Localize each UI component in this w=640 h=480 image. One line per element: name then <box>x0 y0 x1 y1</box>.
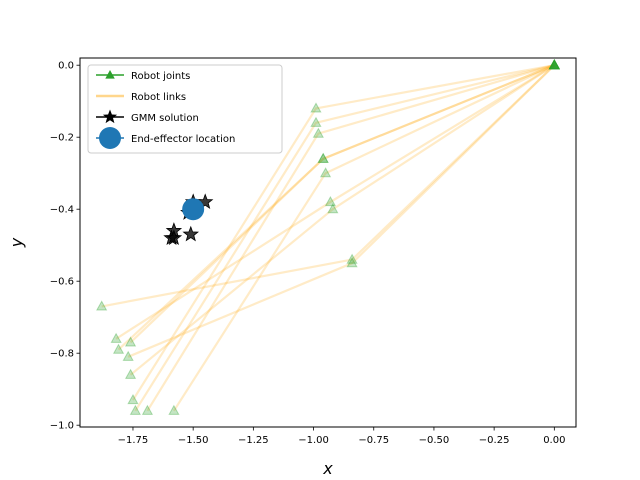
robot-link-10 <box>127 64 556 358</box>
robot-joint-3-2 <box>141 404 154 415</box>
legend-joints-marker <box>105 70 115 79</box>
robot-link-2 <box>134 64 555 412</box>
end-effector-layer <box>182 198 205 221</box>
robot-joint-1-1 <box>310 102 322 113</box>
robot-link-8 <box>129 64 555 376</box>
x-tick-label: −1.75 <box>118 435 149 446</box>
robot-joint-6-1 <box>319 167 332 178</box>
robot-links-layer <box>101 64 556 412</box>
robot-joint-6-0 <box>548 59 560 70</box>
robot-link-9 <box>101 64 556 308</box>
robot-joint-9-1 <box>346 253 358 264</box>
robot-joint-1-2 <box>127 393 139 405</box>
legend-label: Robot links <box>131 92 186 103</box>
robot-link-7 <box>115 64 555 340</box>
robot-joint-7-0 <box>548 59 560 70</box>
robot-joint-7-1 <box>324 195 337 207</box>
gmm-solution-point-7 <box>163 229 180 246</box>
robot-joint-10-1 <box>346 257 358 268</box>
y-tick-label: −0.4 <box>50 205 74 216</box>
robot-link-6 <box>172 64 555 412</box>
robot-joints-layer <box>96 59 560 415</box>
robot-joint-2-1 <box>310 116 322 127</box>
y-tick-label: −0.6 <box>50 277 74 288</box>
robot-joint-9-0 <box>548 59 560 70</box>
robot-link-3 <box>146 64 555 412</box>
robot-link-5 <box>117 64 555 351</box>
robot-joint-4-1 <box>317 152 329 163</box>
robot-joint-5-1 <box>317 152 329 163</box>
x-tick-label: −1.25 <box>238 435 269 446</box>
end-effector-marker <box>182 198 205 221</box>
robot-joint-10-0 <box>548 59 560 70</box>
legend-label: End-effector location <box>131 134 235 145</box>
robot-joint-5-2 <box>112 343 125 354</box>
robot-joint-9-2 <box>96 300 108 311</box>
legend-label: Robot joints <box>131 71 190 82</box>
robot-joint-10-2 <box>122 350 134 361</box>
y-axis-label: y <box>7 237 26 248</box>
robot-link-4 <box>129 64 555 344</box>
robot-joint-4-2 <box>124 336 137 347</box>
legend-ee-marker <box>99 127 121 149</box>
robot-joint-1-0 <box>548 59 560 70</box>
y-tick-label: −1.0 <box>50 421 74 432</box>
robot-joint-7-2 <box>110 332 122 343</box>
robot-joint-4-0 <box>548 59 560 70</box>
robot-joint-6-2 <box>168 404 180 415</box>
robot-joint-8-1 <box>327 203 339 214</box>
robot-joint-2-2 <box>129 404 141 415</box>
x-tick-label: −0.25 <box>479 435 510 446</box>
robot-joint-8-0 <box>548 59 560 70</box>
robot-joint-5-0 <box>548 59 560 70</box>
x-tick-label: −0.50 <box>419 435 450 446</box>
robot-link-1 <box>132 64 555 401</box>
legend-gmm-marker <box>102 109 118 124</box>
legend-label: GMM solution <box>131 113 199 124</box>
x-tick-label: −1.00 <box>298 435 329 446</box>
legend: Robot joints Robot links GMM solution End-e… <box>87 64 283 154</box>
x-axis-label: x <box>322 459 333 478</box>
plot-frame <box>79 57 577 428</box>
robot-joint-3-1 <box>312 127 324 138</box>
x-tick-label: −0.75 <box>358 435 389 446</box>
robot-joint-8-2 <box>124 368 137 379</box>
axes: −1.75 −1.50 −1.25 −1.00 −0.75 −0.50 −0.25 0.00 0… <box>50 57 577 446</box>
y-tick-label: −0.2 <box>50 133 74 144</box>
legend-frame <box>87 64 283 154</box>
robot-joint-2-0 <box>548 59 560 70</box>
x-tick-label: −1.50 <box>178 435 209 446</box>
robot-joint-3-0 <box>548 59 560 70</box>
x-tick-label: 0.00 <box>543 435 565 446</box>
y-tick-label: 0.0 <box>58 61 74 72</box>
y-tick-label: −0.8 <box>50 349 74 360</box>
gmm-solution-point-4 <box>182 225 199 242</box>
